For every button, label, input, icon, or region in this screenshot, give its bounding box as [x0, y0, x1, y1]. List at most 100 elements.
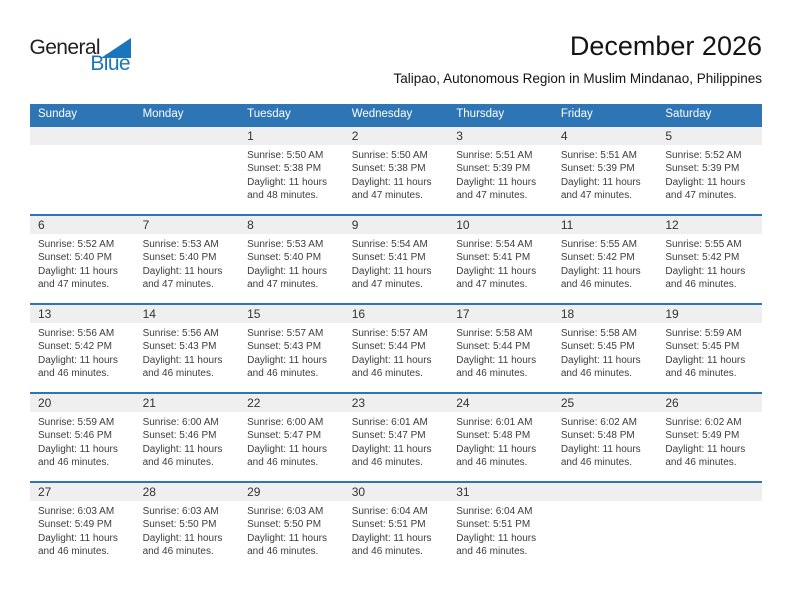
- day-cell: 6 Sunrise: 5:52 AM Sunset: 5:40 PM Daylight…: [30, 215, 135, 304]
- daylight-text: Daylight: 11 hours and 46 minutes.: [142, 354, 223, 380]
- sunrise-text: Sunrise: 5:57 AM: [351, 328, 428, 339]
- day-cell: 18 Sunrise: 5:58 AM Sunset: 5:45 PM Dayligh…: [552, 304, 658, 393]
- empty-day-cell: [30, 126, 135, 215]
- day-cell: 3 Sunrise: 5:51 AM Sunset: 5:39 PM Daylight…: [448, 126, 553, 215]
- daylight-text: Daylight: 11 hours and 46 minutes.: [351, 532, 432, 558]
- day-details: Sunrise: 6:04 AM Sunset: 5:51 PM Daylight:…: [448, 501, 553, 559]
- day-cell: 29 Sunrise: 6:03 AM Sunset: 5:50 PM Dayligh…: [239, 482, 344, 571]
- daylight-text: Daylight: 11 hours and 47 minutes.: [560, 176, 641, 202]
- day-cell: 2 Sunrise: 5:50 AM Sunset: 5:38 PM Daylight…: [343, 126, 449, 215]
- day-cell: 4 Sunrise: 5:51 AM Sunset: 5:39 PM Daylight…: [552, 126, 658, 215]
- week-row: 20 Sunrise: 5:59 AM Sunset: 5:46 PM Dayligh…: [30, 393, 762, 482]
- sunrise-text: Sunrise: 5:51 AM: [456, 150, 533, 161]
- sunset-text: Sunset: 5:45 PM: [665, 341, 740, 353]
- daylight-text: Daylight: 11 hours and 46 minutes.: [560, 354, 641, 380]
- sunset-text: Sunset: 5:38 PM: [247, 163, 322, 175]
- daylight-text: Daylight: 11 hours and 47 minutes.: [456, 265, 537, 291]
- sunrise-text: Sunrise: 5:59 AM: [665, 328, 742, 339]
- day-number: 21: [134, 394, 240, 412]
- day-details: [135, 145, 240, 149]
- sunset-text: Sunset: 5:44 PM: [351, 341, 426, 353]
- sunset-text: Sunset: 5:49 PM: [665, 430, 740, 442]
- daylight-text: Daylight: 11 hours and 46 minutes.: [142, 443, 223, 469]
- day-cell: 28 Sunrise: 6:03 AM Sunset: 5:50 PM Dayligh…: [134, 482, 240, 571]
- day-cell: 12 Sunrise: 5:55 AM Sunset: 5:42 PM Dayligh…: [657, 215, 762, 304]
- sunset-text: Sunset: 5:40 PM: [142, 252, 217, 264]
- day-details: [657, 501, 762, 505]
- day-details: Sunrise: 5:56 AM Sunset: 5:42 PM Daylight:…: [30, 323, 135, 381]
- day-number: 3: [448, 127, 553, 145]
- daylight-text: Daylight: 11 hours and 46 minutes.: [247, 443, 327, 469]
- day-cell: 7 Sunrise: 5:53 AM Sunset: 5:40 PM Daylight…: [134, 215, 240, 304]
- day-number: 15: [239, 305, 344, 323]
- day-cell: 20 Sunrise: 5:59 AM Sunset: 5:46 PM Dayligh…: [30, 393, 135, 482]
- day-cell: 8 Sunrise: 5:53 AM Sunset: 5:40 PM Daylight…: [239, 215, 344, 304]
- sunrise-text: Sunrise: 6:01 AM: [456, 417, 533, 428]
- day-details: Sunrise: 6:01 AM Sunset: 5:47 PM Daylight:…: [344, 412, 449, 470]
- daylight-text: Daylight: 11 hours and 46 minutes.: [456, 443, 537, 469]
- week-row: 13 Sunrise: 5:56 AM Sunset: 5:42 PM Dayligh…: [30, 304, 762, 393]
- sunrise-text: Sunrise: 6:02 AM: [665, 417, 742, 428]
- day-cell: 1 Sunrise: 5:50 AM Sunset: 5:38 PM Daylight…: [239, 126, 344, 215]
- daylight-text: Daylight: 11 hours and 46 minutes.: [456, 354, 537, 380]
- daylight-text: Daylight: 11 hours and 46 minutes.: [38, 354, 118, 380]
- day-number: 26: [657, 394, 762, 412]
- daylight-text: Daylight: 11 hours and 46 minutes.: [247, 354, 327, 380]
- sunset-text: Sunset: 5:50 PM: [142, 519, 217, 531]
- sunset-text: Sunset: 5:43 PM: [247, 341, 322, 353]
- weekday-header-saturday: Saturday: [657, 104, 762, 126]
- day-cell: 27 Sunrise: 6:03 AM Sunset: 5:49 PM Dayligh…: [30, 482, 135, 571]
- sunrise-text: Sunrise: 5:51 AM: [560, 150, 637, 161]
- day-cell: 19 Sunrise: 5:59 AM Sunset: 5:45 PM Dayligh…: [657, 304, 762, 393]
- sunrise-text: Sunrise: 6:01 AM: [351, 417, 428, 428]
- day-details: Sunrise: 5:56 AM Sunset: 5:43 PM Daylight:…: [135, 323, 240, 381]
- sunset-text: Sunset: 5:48 PM: [560, 430, 635, 442]
- sunset-text: Sunset: 5:42 PM: [38, 341, 112, 353]
- sunrise-text: Sunrise: 5:55 AM: [560, 239, 637, 250]
- day-number: 30: [343, 483, 449, 501]
- weekday-header-sunday: Sunday: [30, 104, 135, 126]
- sunrise-text: Sunrise: 6:04 AM: [351, 506, 428, 517]
- sunrise-text: Sunrise: 6:02 AM: [560, 417, 637, 428]
- day-details: Sunrise: 6:03 AM Sunset: 5:50 PM Daylight:…: [135, 501, 240, 559]
- sunset-text: Sunset: 5:49 PM: [38, 519, 112, 531]
- day-details: Sunrise: 5:57 AM Sunset: 5:44 PM Daylight:…: [344, 323, 449, 381]
- sunset-text: Sunset: 5:50 PM: [247, 519, 322, 531]
- sunset-text: Sunset: 5:51 PM: [351, 519, 426, 531]
- week-row: 6 Sunrise: 5:52 AM Sunset: 5:40 PM Daylight…: [30, 215, 762, 304]
- day-number: [552, 483, 658, 501]
- sunrise-text: Sunrise: 5:57 AM: [247, 328, 324, 339]
- day-number: 14: [134, 305, 240, 323]
- empty-day-cell: [657, 482, 762, 571]
- sunrise-text: Sunrise: 5:56 AM: [38, 328, 115, 339]
- day-number: 17: [448, 305, 553, 323]
- sunrise-text: Sunrise: 5:50 AM: [247, 150, 324, 161]
- day-number: 9: [343, 216, 449, 234]
- calendar-table: Sunday Monday Tuesday Wednesday Thursday…: [30, 104, 762, 571]
- day-cell: 13 Sunrise: 5:56 AM Sunset: 5:42 PM Dayligh…: [30, 304, 135, 393]
- sunset-text: Sunset: 5:40 PM: [247, 252, 322, 264]
- day-number: 16: [343, 305, 449, 323]
- day-details: Sunrise: 6:01 AM Sunset: 5:48 PM Daylight:…: [448, 412, 553, 470]
- day-number: 1: [239, 127, 344, 145]
- weekday-header-tuesday: Tuesday: [239, 104, 344, 126]
- daylight-text: Daylight: 11 hours and 47 minutes.: [38, 265, 118, 291]
- sunrise-text: Sunrise: 6:04 AM: [456, 506, 533, 517]
- page-subtitle: Talipao, Autonomous Region in Muslim Min…: [393, 71, 762, 86]
- day-number: 22: [239, 394, 344, 412]
- daylight-text: Daylight: 11 hours and 46 minutes.: [351, 443, 432, 469]
- sunrise-text: Sunrise: 6:03 AM: [247, 506, 324, 517]
- daylight-text: Daylight: 11 hours and 46 minutes.: [247, 532, 327, 558]
- day-number: [30, 127, 135, 145]
- day-cell: 22 Sunrise: 6:00 AM Sunset: 5:47 PM Dayligh…: [239, 393, 344, 482]
- sunrise-text: Sunrise: 5:53 AM: [142, 239, 219, 250]
- day-details: Sunrise: 6:00 AM Sunset: 5:47 PM Daylight:…: [239, 412, 344, 470]
- daylight-text: Daylight: 11 hours and 46 minutes.: [560, 265, 641, 291]
- day-cell: 17 Sunrise: 5:58 AM Sunset: 5:44 PM Dayligh…: [448, 304, 553, 393]
- logo-bottom-row: Blue: [30, 53, 131, 75]
- title-block: December 2026 Talipao, Autonomous Region…: [394, 30, 762, 86]
- day-details: [553, 501, 658, 505]
- day-number: 19: [657, 305, 762, 323]
- sunrise-text: Sunrise: 5:58 AM: [560, 328, 637, 339]
- daylight-text: Daylight: 11 hours and 47 minutes.: [247, 265, 327, 291]
